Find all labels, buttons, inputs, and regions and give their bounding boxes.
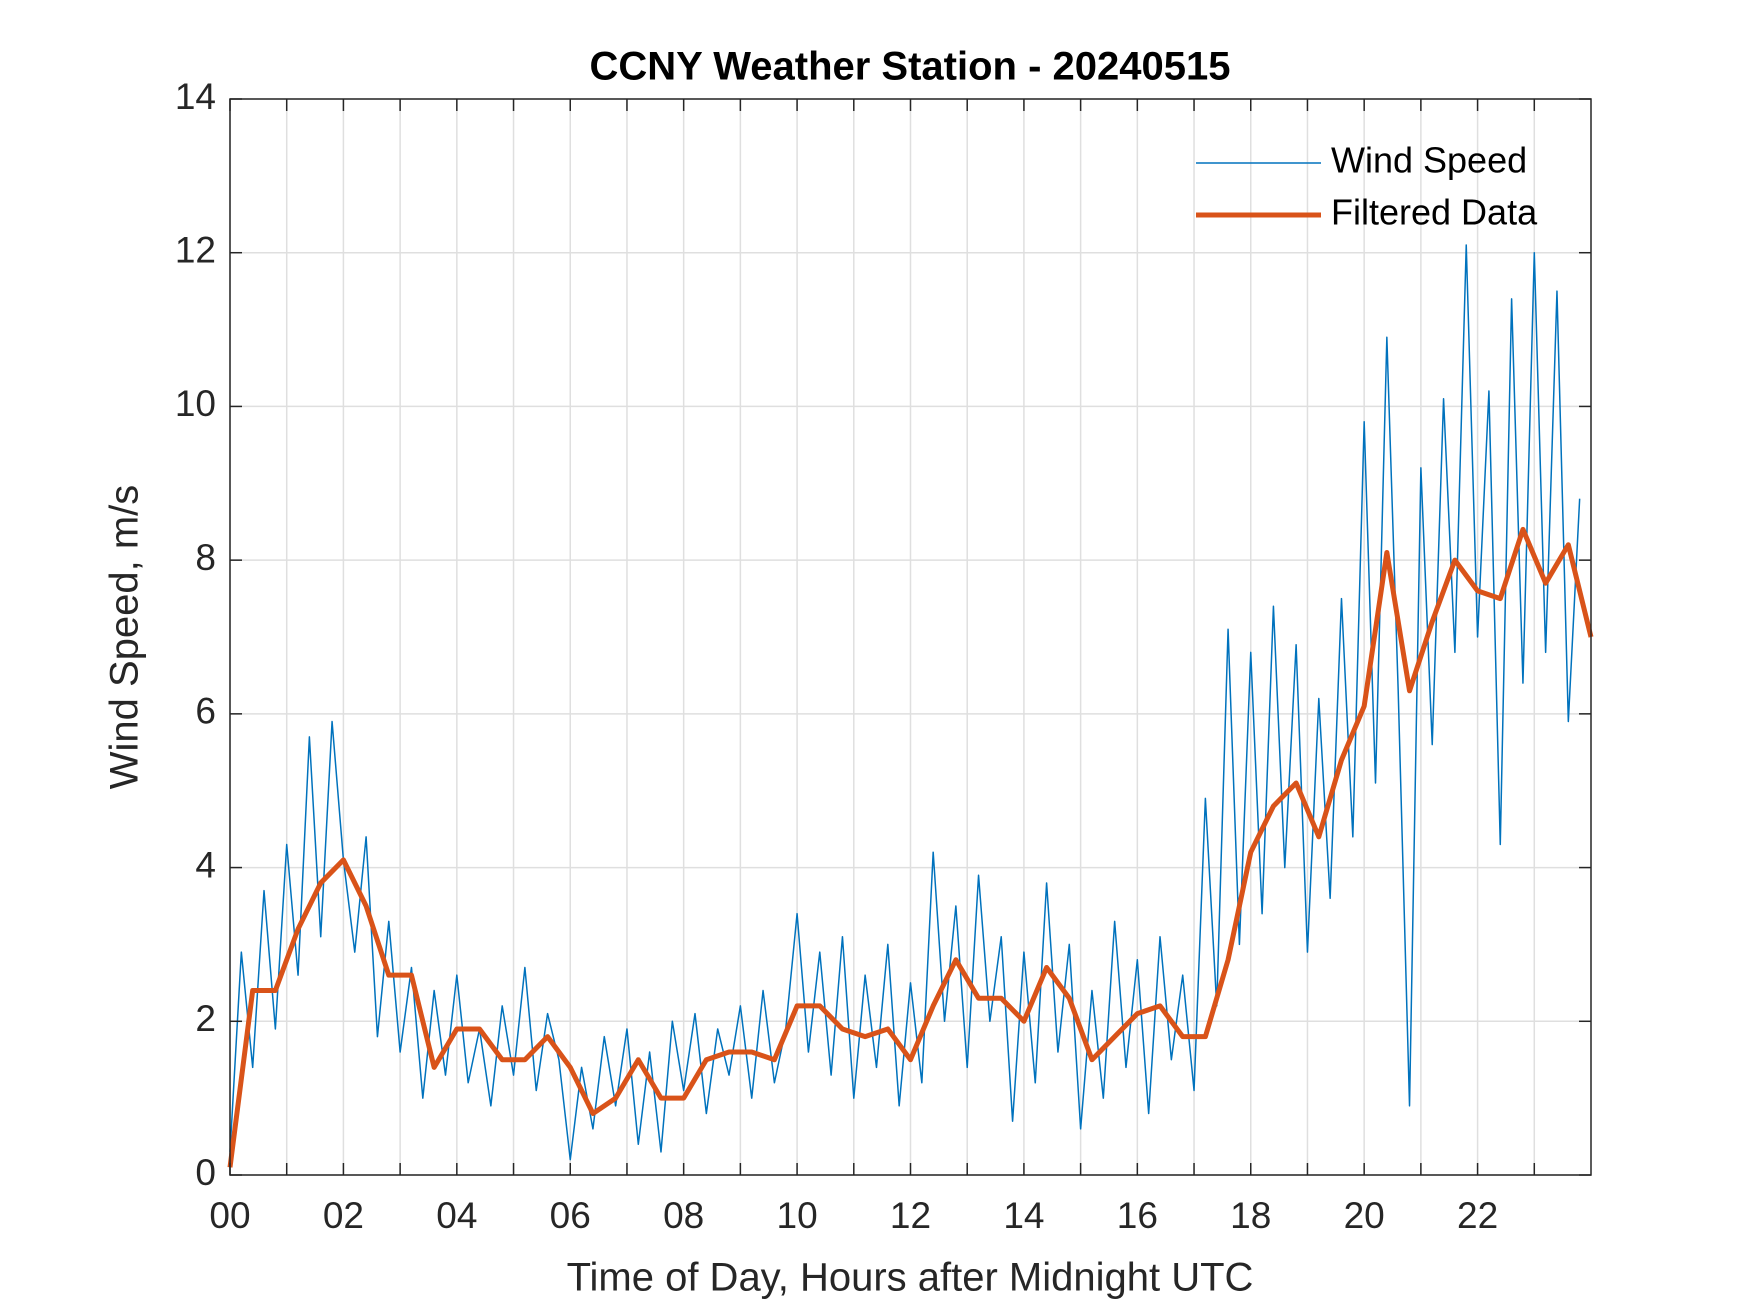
x-tick-label: 22 <box>1457 1195 1498 1236</box>
data-line <box>229 244 1581 1161</box>
y-tick-label: 10 <box>175 383 216 424</box>
y-tick-label: 2 <box>195 998 216 1039</box>
x-tick-label: 14 <box>1003 1195 1044 1236</box>
x-tick-label: 20 <box>1344 1195 1385 1236</box>
x-tick-label: 00 <box>209 1195 250 1236</box>
y-tick-label: 12 <box>175 229 216 270</box>
x-tick-label: 18 <box>1230 1195 1271 1236</box>
x-axis-label: Time of Day, Hours after Midnight UTC <box>567 1256 1254 1300</box>
y-tick-label: 6 <box>195 691 216 732</box>
y-tick-label: 8 <box>195 537 216 578</box>
chart-title: CCNY Weather Station - 20240515 <box>590 45 1231 89</box>
legend-label: Wind Speed <box>1331 140 1527 181</box>
x-tick-label: 08 <box>663 1195 704 1236</box>
x-tick-label: 16 <box>1117 1195 1158 1236</box>
legend-label: Filtered Data <box>1331 192 1538 233</box>
y-tick-label: 14 <box>175 76 216 117</box>
x-tick-label: 10 <box>777 1195 818 1236</box>
x-tick-label: 04 <box>436 1195 477 1236</box>
x-tick-label: 02 <box>323 1195 364 1236</box>
y-axis-label: Wind Speed, m/s <box>103 485 147 790</box>
y-tick-label: 4 <box>195 844 216 885</box>
y-tick-label: 0 <box>195 1152 216 1193</box>
data-line <box>227 526 1594 1168</box>
x-tick-label: 12 <box>890 1195 931 1236</box>
x-tick-label: 06 <box>550 1195 591 1236</box>
